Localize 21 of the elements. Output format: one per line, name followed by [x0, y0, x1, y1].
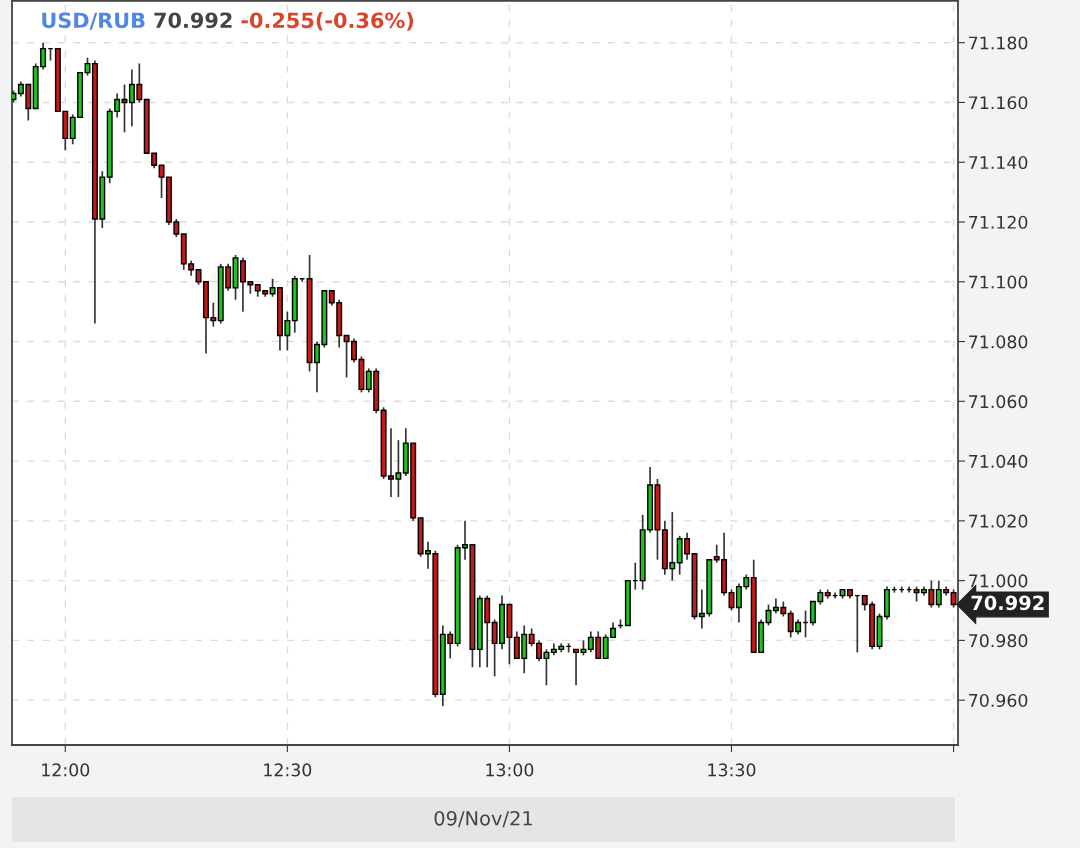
y-tick-label: 70.960 — [969, 693, 1028, 708]
x-tick-label: 12:00 — [42, 763, 90, 777]
y-tick-label: 71.140 — [969, 155, 1028, 170]
y-tick-label: 71.040 — [969, 454, 1028, 468]
y-tick-label: 71.120 — [969, 215, 1028, 229]
annotation: 70.992 — [971, 595, 1044, 611]
y-tick-label: 71.000 — [969, 574, 1028, 588]
y-tick-label: 71.020 — [969, 514, 1028, 528]
y-tick-label: 70.980 — [969, 634, 1028, 648]
y-tick-label: 71.100 — [969, 275, 1028, 289]
x-tick-label: 13:00 — [486, 763, 534, 777]
y-tick-label: 71.160 — [969, 96, 1028, 110]
y-tick-label: 71.060 — [969, 395, 1028, 409]
annotation: -0.255(-0.36%) — [241, 12, 414, 31]
y-tick-label: 71.080 — [969, 335, 1028, 349]
x-tick-label: 12:30 — [264, 763, 312, 777]
y-tick-label: 71.180 — [969, 36, 1028, 50]
x-tick-label: 13:30 — [708, 763, 756, 777]
x-axis-title: 09/Nov/21 — [434, 810, 532, 828]
chart-title: USD/RUB — [42, 12, 145, 30]
chart-subtitle: 70.992 — [154, 12, 232, 29]
